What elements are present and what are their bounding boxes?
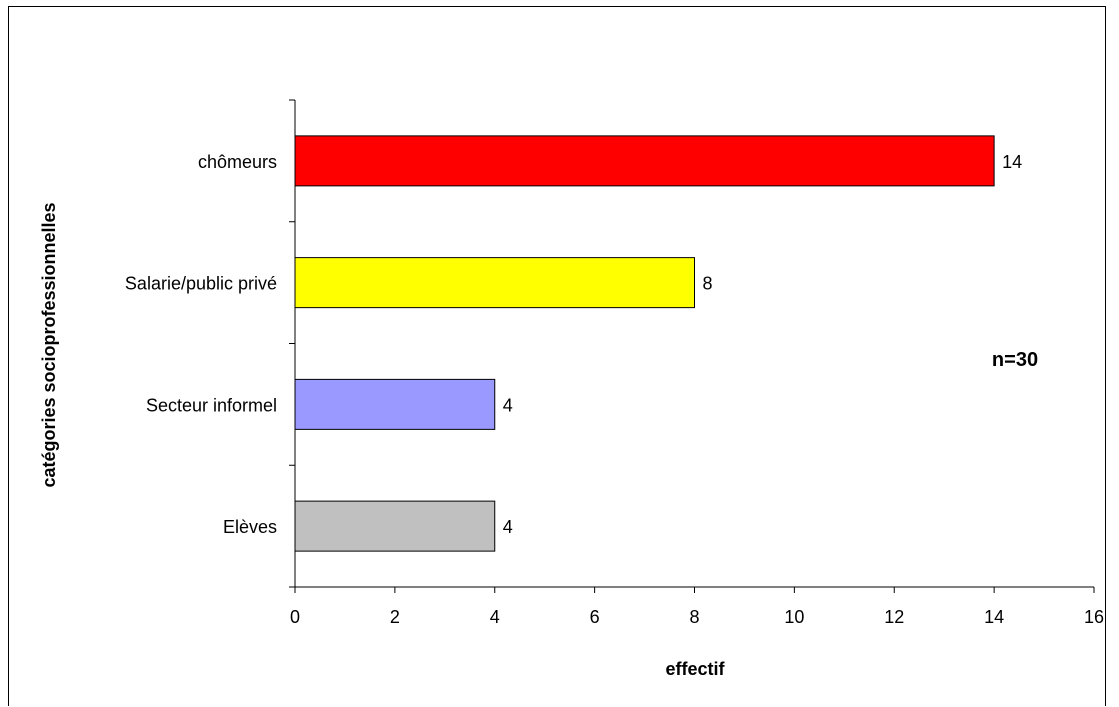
category-label: Salarie/public privé <box>125 274 277 294</box>
x-tick-label: 10 <box>784 607 804 627</box>
bar <box>294 378 496 430</box>
chart-frame <box>8 6 1106 706</box>
x-axis-title: effectif <box>665 659 725 679</box>
x-tick-label: 14 <box>984 607 1004 627</box>
sample-size-annotation: n=30 <box>992 349 1038 371</box>
category-label: Secteur informel <box>146 395 277 415</box>
bar <box>294 257 695 309</box>
bar <box>294 500 496 552</box>
data-label: 4 <box>503 395 513 415</box>
x-tick-label: 8 <box>689 607 699 627</box>
x-tick-label: 2 <box>390 607 400 627</box>
x-tick-label: 6 <box>590 607 600 627</box>
bar <box>294 135 995 187</box>
x-tick-label: 0 <box>290 607 300 627</box>
category-label: Elèves <box>223 517 277 537</box>
plot-area: 0 2 4 6 8 10 12 14 16 chômeurs 14 Salarie/public pr… <box>125 99 1104 627</box>
data-label: 14 <box>1002 152 1022 172</box>
data-label: 8 <box>703 274 713 294</box>
data-label: 4 <box>503 517 513 537</box>
x-tick-label: 12 <box>884 607 904 627</box>
x-tick-label: 16 <box>1084 607 1104 627</box>
y-axis-title: catégories socioprofessionnelles <box>39 202 59 487</box>
category-label: chômeurs <box>198 152 277 172</box>
x-tick-label: 4 <box>490 607 500 627</box>
